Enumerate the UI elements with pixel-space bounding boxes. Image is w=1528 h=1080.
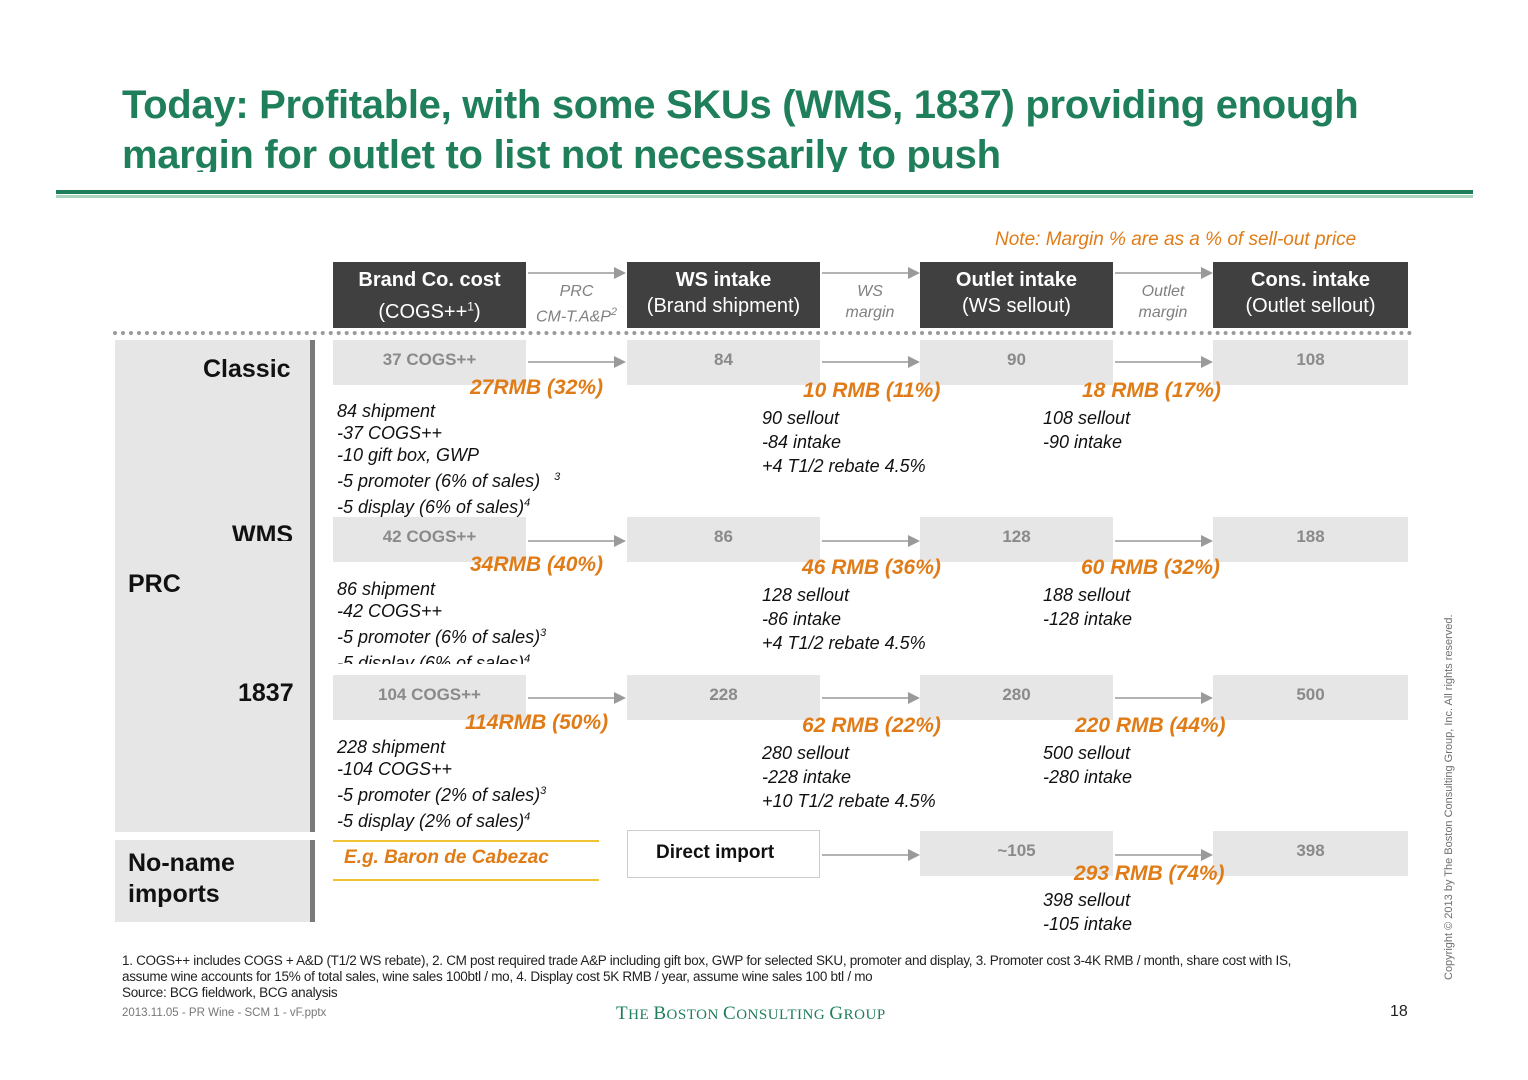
footnote-line-2: assume wine accounts for 15% of total sa…: [122, 969, 873, 984]
wms-box-brand: 42 COGS++: [333, 517, 526, 562]
s1837-ws-calc: 280 sellout -228 intake +10 T1/2 rebate …: [762, 743, 936, 811]
footnote-source: Source: BCG fieldwork, BCG analysis: [122, 985, 338, 1000]
noname-panel-bar: [310, 840, 315, 922]
noname-arrow-1: [822, 849, 920, 861]
classic-box-outlet: 90: [920, 340, 1113, 385]
s1837-box-outlet: 280: [920, 675, 1113, 720]
header-brand-cost-title: Brand Co. cost: [358, 269, 501, 291]
classic-ws-calc: 90 sellout -84 intake +4 T1/2 rebate 4.5…: [762, 408, 926, 476]
s1837-brand-calc: 228 shipment -104 COGS++ -5 promoter (2%…: [337, 737, 547, 831]
page-title-line-1: Today: Profitable, with some SKUs (WMS, …: [122, 83, 1359, 127]
header-arrow-ws: [822, 267, 920, 279]
header-cons-intake-sub: (Outlet sellout): [1245, 295, 1376, 317]
label-noname: No-name imports: [128, 849, 235, 908]
s1837-margin-outlet: 220 RMB (44%): [1075, 714, 1226, 737]
title-rule: [56, 190, 1473, 194]
s1837-arrow-1: [528, 692, 626, 704]
wms-arrow-3: [1115, 535, 1213, 547]
classic-arrow-2: [822, 356, 920, 368]
flow-label-outlet: Outlet margin: [1138, 283, 1188, 321]
wms-margin-ws: 46 RMB (36%): [802, 556, 941, 579]
example-bottom-line: [333, 879, 599, 881]
label-1837: 1837: [238, 679, 294, 707]
flow-label-prc: PRC CM-T.A&P2: [535, 283, 618, 326]
prc-panel: [115, 340, 310, 832]
wms-margin-outlet: 60 RMB (32%): [1081, 556, 1220, 579]
header-arrow-outlet: [1115, 267, 1213, 279]
s1837-arrow-2: [822, 692, 920, 704]
noname-outlet-calc: 398 sellout -105 intake: [1043, 890, 1133, 934]
wms-box-ws: 86: [627, 517, 820, 562]
wms-ws-calc: 128 sellout -86 intake +4 T1/2 rebate 4.…: [762, 585, 926, 653]
wms-brand-calc: 86 shipment -42 COGS++ -5 promoter (6% o…: [337, 579, 547, 664]
wms-arrow-2: [822, 535, 920, 547]
classic-outlet-calc: 108 sellout -90 intake: [1043, 408, 1131, 452]
noname-box-outlet: ~105: [920, 831, 1113, 876]
classic-arrow-1: [528, 356, 626, 368]
footnote-line-1: 1. COGS++ includes COGS + A&D (T1/2 WS r…: [122, 953, 1292, 968]
page-title-line-2: margin for outlet to list not necessaril…: [122, 133, 1001, 172]
classic-margin-ws: 10 RMB (11%): [803, 379, 941, 402]
s1837-outlet-calc: 500 sellout -280 intake: [1043, 743, 1133, 787]
header-cons-intake: Cons. intake (Outlet sellout): [1213, 262, 1408, 328]
s1837-arrow-3: [1115, 692, 1213, 704]
header-arrow-prc: [528, 267, 626, 279]
flow-label-ws: WS margin: [845, 283, 895, 321]
noname-example: E.g. Baron de Cabezac: [344, 847, 549, 868]
label-prc: PRC: [128, 570, 181, 598]
header-brand-cost-sub: (COGS++1): [378, 299, 481, 323]
s1837-margin-prc: 114RMB (50%): [465, 711, 609, 734]
noname-panel: [115, 840, 310, 922]
header-ws-intake-sub: (Brand shipment): [646, 295, 801, 317]
classic-box-brand: 37 COGS++: [333, 340, 526, 385]
classic-arrow-3: [1115, 356, 1213, 368]
header-outlet-intake-sub: (WS sellout): [962, 295, 1071, 317]
header-outlet-intake-title: Outlet intake: [955, 269, 1078, 291]
margin-note: Note: Margin % are as a % of sell-out pr…: [995, 229, 1357, 250]
classic-box-cons: 108: [1213, 340, 1408, 385]
header-ws-intake: WS intake (Brand shipment): [627, 262, 820, 328]
dotted-separator: [113, 331, 1413, 335]
classic-brand-calc: 84 shipment -37 COGS++ -10 gift box, GWP…: [337, 401, 561, 517]
s1837-box-ws: 228: [627, 675, 820, 720]
direct-import-box: Direct import: [627, 830, 820, 878]
prc-panel-bar: [310, 340, 315, 832]
copyright-notice: Copyright © 2013 by The Boston Consultin…: [1443, 614, 1455, 980]
classic-margin-prc: 27RMB (32%): [470, 376, 604, 399]
title-rule-light: [56, 195, 1473, 198]
header-brand-cost: Brand Co. cost (COGS++1): [333, 262, 526, 328]
label-wms: WMS: [232, 521, 294, 541]
bcg-logo: THE BOSTON CONSULTING GROUP: [616, 1003, 886, 1024]
wms-box-cons: 188: [1213, 517, 1408, 562]
file-name: 2013.11.05 - PR Wine - SCM 1 - vF.pptx: [122, 1007, 327, 1019]
classic-box-ws: 84: [627, 340, 820, 385]
s1837-margin-ws: 62 RMB (22%): [802, 714, 941, 737]
s1837-box-cons: 500: [1213, 675, 1408, 720]
noname-margin-outlet: 293 RMB (74%): [1074, 862, 1225, 885]
noname-box-cons: 398: [1213, 831, 1408, 876]
example-top-line: [333, 840, 599, 842]
label-classic: Classic: [203, 355, 291, 383]
s1837-box-brand: 104 COGS++: [333, 675, 526, 720]
header-outlet-intake: Outlet intake (WS sellout): [920, 262, 1113, 328]
classic-margin-outlet: 18 RMB (17%): [1082, 379, 1221, 402]
wms-box-outlet: 128: [920, 517, 1113, 562]
wms-margin-prc: 34RMB (40%): [470, 553, 604, 576]
noname-arrow-2: [1115, 849, 1213, 861]
wms-arrow-1: [528, 535, 626, 547]
header-cons-intake-title: Cons. intake: [1251, 269, 1370, 291]
page-number: 18: [1390, 1003, 1408, 1020]
wms-outlet-calc: 188 sellout -128 intake: [1043, 585, 1133, 629]
header-ws-intake-title: WS intake: [675, 269, 772, 291]
